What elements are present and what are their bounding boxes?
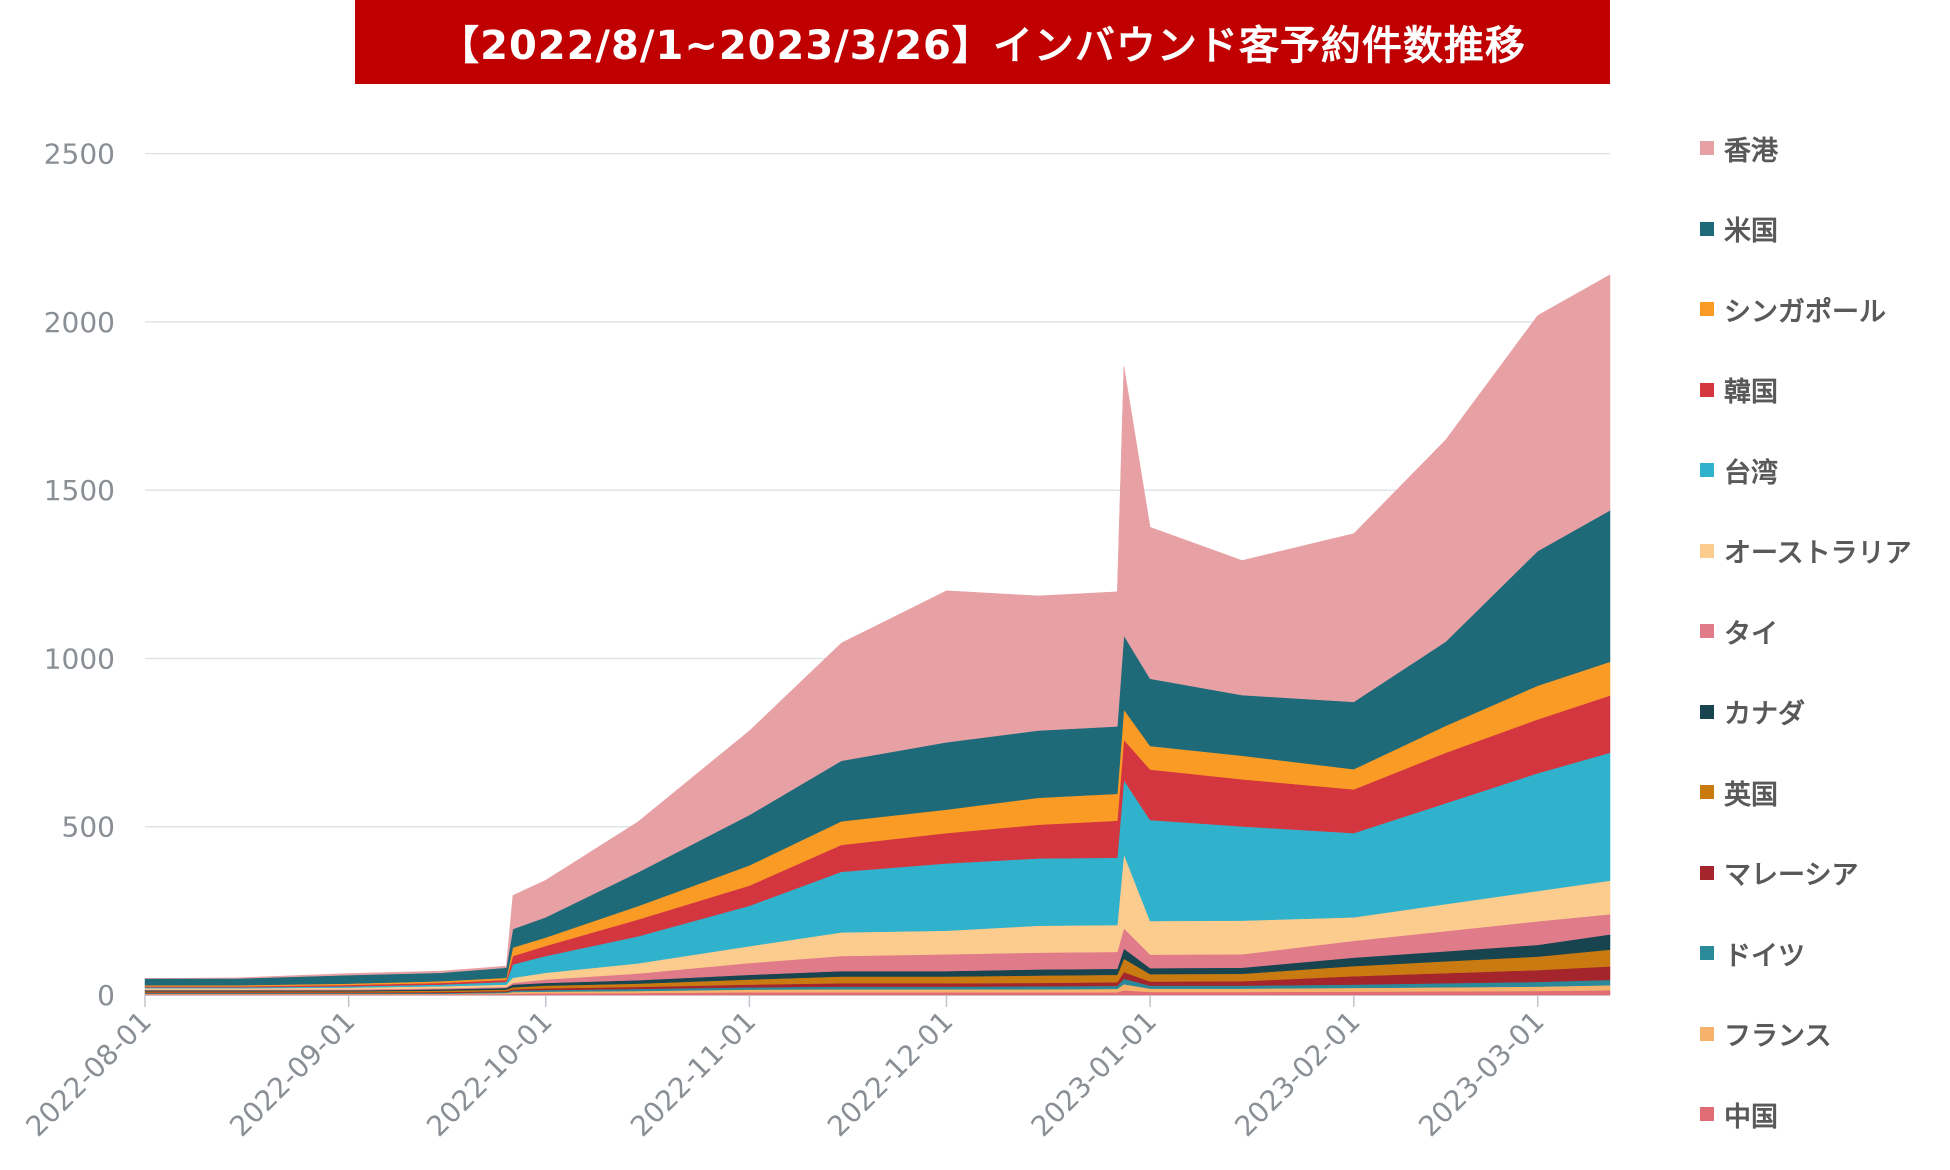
legend-label: 米国: [1724, 216, 1778, 248]
x-tick-label: 2022-09-01: [223, 1005, 361, 1143]
legend-item: シンガポール: [1700, 269, 1950, 350]
legend-swatch: [1700, 865, 1714, 880]
legend-label: カナダ: [1724, 699, 1805, 731]
legend-swatch: [1700, 624, 1714, 639]
x-tick-label: 2022-10-01: [420, 1005, 558, 1143]
legend-label: 台湾: [1724, 457, 1778, 489]
legend-item: 香港: [1700, 108, 1950, 189]
legend-swatch: [1700, 785, 1714, 800]
area-series: [144, 274, 1611, 996]
legend-item: オーストラリア: [1700, 511, 1950, 592]
chart-title: 【2022/8/1~2023/3/26】インバウンド客予約件数推移: [439, 23, 1526, 69]
legend-swatch: [1700, 704, 1714, 719]
legend-item: タイ: [1700, 591, 1950, 672]
y-tick-labels: 0 500 1000 1500 2000 2500: [44, 138, 115, 1012]
y-tick-label: 2000: [44, 306, 115, 339]
y-tick-label: 0: [97, 979, 115, 1012]
legend-label: フランス: [1724, 1021, 1832, 1053]
x-tick-label: 2022-11-01: [624, 1005, 762, 1143]
axes: [144, 995, 1539, 1007]
legend-label: マレーシア: [1724, 860, 1859, 892]
legend-swatch: [1700, 463, 1714, 478]
legend-swatch: [1700, 221, 1714, 236]
y-tick-label: 1000: [44, 642, 115, 675]
y-tick-label: 1500: [44, 474, 115, 507]
y-tick-label: 2500: [44, 138, 115, 171]
legend-item: 中国: [1700, 1074, 1950, 1155]
legend-label: ドイツ: [1724, 940, 1805, 972]
legend-label: シンガポール: [1724, 296, 1886, 328]
x-tick-label: 2023-02-01: [1228, 1005, 1366, 1143]
area-series-item: [144, 274, 1611, 979]
legend-swatch: [1700, 382, 1714, 397]
legend-item: 英国: [1700, 752, 1950, 833]
legend-label: タイ: [1724, 618, 1778, 650]
legend-swatch: [1700, 1026, 1714, 1041]
legend-label: 韓国: [1724, 377, 1778, 409]
legend-swatch: [1700, 543, 1714, 558]
x-tick-label: 2022-08-01: [20, 1005, 158, 1143]
y-tick-label: 500: [62, 811, 115, 844]
legend-item: マレーシア: [1700, 833, 1950, 914]
x-tick-label: 2023-03-01: [1412, 1005, 1550, 1143]
legend-item: フランス: [1700, 994, 1950, 1075]
legend-item: 韓国: [1700, 350, 1950, 431]
x-tick-label: 2022-12-01: [821, 1005, 959, 1143]
legend-item: カナダ: [1700, 672, 1950, 753]
legend-label: 英国: [1724, 779, 1778, 811]
legend-swatch: [1700, 946, 1714, 961]
legend-item: 台湾: [1700, 430, 1950, 511]
x-tick-label: 2023-01-01: [1025, 1005, 1163, 1143]
x-tick-labels: 2022-08-01 2022-09-01 2022-10-01 2022-11-01…: [20, 1005, 1551, 1143]
legend-item: 米国: [1700, 189, 1950, 270]
legend-label: 中国: [1724, 1101, 1778, 1133]
legend-item: ドイツ: [1700, 913, 1950, 994]
legend-label: 香港: [1724, 135, 1778, 167]
legend-swatch: [1700, 141, 1714, 156]
legend-swatch: [1700, 1107, 1714, 1122]
chart-title-bar: 【2022/8/1~2023/3/26】インバウンド客予約件数推移: [355, 0, 1610, 84]
legend-swatch: [1700, 302, 1714, 317]
legend: 香港米国シンガポール 韓国台湾オーストラリア タイカナダ英国マレーシアドイツフランス…: [1700, 108, 1950, 1155]
legend-label: オーストラリア: [1724, 538, 1912, 570]
